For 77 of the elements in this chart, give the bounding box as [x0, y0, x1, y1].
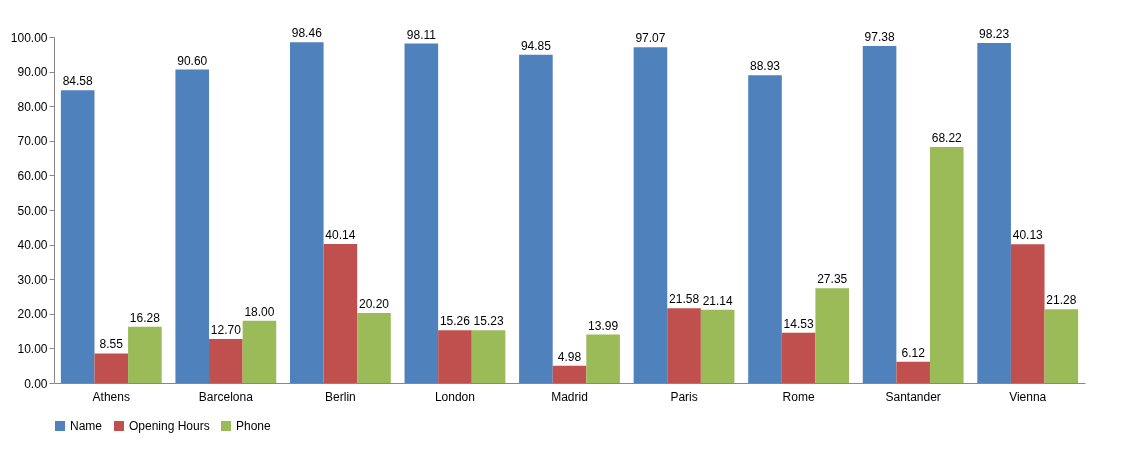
data-label: 84.58: [62, 74, 94, 89]
bar: [471, 330, 506, 383]
x-tick-label: Berlin: [325, 389, 356, 404]
bar: [209, 339, 243, 383]
y-tick-label: 40.00: [17, 238, 48, 253]
data-label: 16.28: [129, 310, 161, 325]
data-label: 98.46: [291, 26, 323, 41]
bar: [896, 361, 930, 383]
data-label: 4.98: [557, 349, 582, 364]
y-tick-label: 60.00: [17, 168, 48, 183]
bar: [862, 46, 897, 383]
bar: [586, 334, 620, 383]
bar: [60, 90, 95, 383]
y-tick-label: 30.00: [17, 272, 48, 287]
data-label: 18.00: [244, 304, 275, 319]
bar: [438, 330, 472, 383]
data-label: 20.20: [358, 297, 390, 312]
data-label: 15.23: [473, 314, 504, 329]
bar: [242, 320, 277, 383]
legend-label: Phone: [236, 419, 272, 433]
data-label: 21.58: [669, 292, 700, 307]
data-label: 40.14: [325, 228, 356, 243]
data-label: 94.85: [520, 38, 552, 53]
bar: [404, 43, 439, 383]
y-tick-label: 50.00: [17, 203, 48, 218]
bar: [815, 288, 850, 383]
bar: [175, 69, 210, 383]
data-label: 21.28: [1046, 293, 1077, 308]
x-tick-label: Rome: [782, 389, 815, 404]
data-label: 8.55: [99, 337, 124, 352]
x-tick-label: Paris: [670, 389, 698, 404]
data-label: 14.53: [783, 316, 814, 331]
data-label: 6.12: [901, 345, 926, 360]
data-label: 68.22: [931, 130, 963, 145]
y-tick-label: 90.00: [17, 65, 48, 80]
bar: [700, 309, 735, 383]
data-label: 90.60: [177, 53, 208, 68]
x-tick-label: Athens: [92, 389, 130, 404]
data-label: 27.35: [817, 272, 848, 287]
data-label: 15.26: [439, 314, 471, 329]
data-label: 40.13: [1012, 228, 1044, 243]
y-tick-label: 100.00: [10, 30, 48, 45]
bar: [667, 308, 701, 383]
bar: [748, 75, 782, 383]
x-tick-label: Barcelona: [198, 389, 254, 404]
data-label: 21.14: [702, 293, 733, 308]
y-tick-label: 10.00: [17, 341, 48, 356]
bar: [977, 43, 1011, 383]
bar: [781, 332, 816, 383]
bar: [289, 42, 324, 383]
data-label: 98.11: [406, 27, 437, 42]
x-tick-label: Madrid: [551, 389, 588, 404]
data-label: 97.38: [864, 30, 895, 45]
bar: [323, 244, 358, 383]
bar: [1010, 244, 1045, 383]
y-tick-label: 20.00: [17, 307, 48, 322]
x-tick-label: Vienna: [1009, 389, 1047, 404]
x-tick-label: Santander: [885, 389, 941, 404]
bar: [94, 353, 129, 383]
bar: [519, 54, 553, 383]
y-tick-label: 0.00: [24, 376, 48, 391]
bar: [128, 326, 162, 383]
legend-label: Opening Hours: [129, 419, 210, 433]
bar: [633, 47, 668, 383]
y-tick-label: 80.00: [17, 99, 48, 114]
bar: [929, 146, 964, 383]
data-label: 97.07: [635, 31, 666, 46]
data-label: 12.70: [210, 323, 242, 338]
x-tick-label: London: [434, 389, 475, 404]
legend-label: Name: [70, 419, 103, 433]
data-label: 88.93: [749, 59, 781, 74]
bar: [552, 365, 587, 383]
bar: [357, 313, 391, 383]
data-label: 13.99: [588, 318, 619, 333]
bar: [1044, 309, 1079, 383]
y-tick-label: 70.00: [17, 134, 48, 149]
data-label: 98.23: [979, 27, 1010, 42]
